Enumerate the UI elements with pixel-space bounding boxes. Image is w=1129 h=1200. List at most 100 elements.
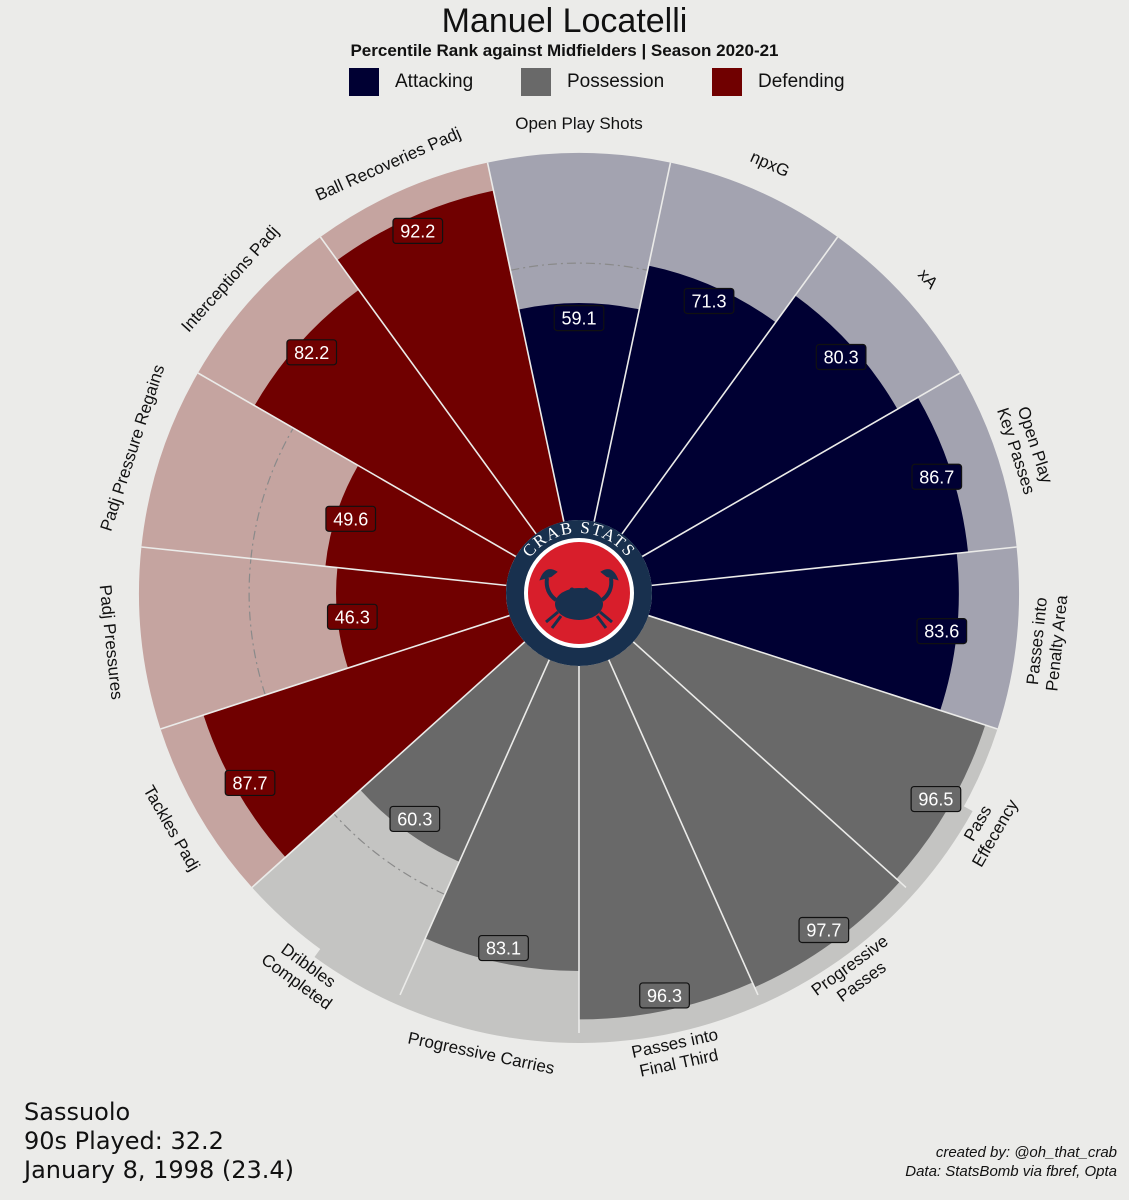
reference-ring-segment <box>250 427 294 559</box>
team-name: Sassuolo <box>24 1098 131 1126</box>
value-label-ball-recoveries-padj: 92.2 <box>392 217 444 244</box>
value-label-text: 49.6 <box>333 509 368 529</box>
category-label-line: xA <box>914 265 942 293</box>
credit-line: created by: @oh_that_crab <box>935 1144 1117 1161</box>
category-label-npxg: npxG <box>748 147 793 181</box>
divider-line <box>651 546 1017 587</box>
divider-line <box>632 641 907 889</box>
divider-line <box>607 659 759 996</box>
value-wedge-open-play-shots <box>518 303 640 522</box>
value-label-box <box>553 305 605 332</box>
value-label-box <box>389 805 441 833</box>
reference-ring-segment <box>333 813 446 895</box>
value-wedge-progressive-passes <box>608 641 900 988</box>
value-label-box <box>911 463 963 490</box>
category-label-line: Open Play Shots <box>515 114 643 133</box>
value-label-text: 92.2 <box>400 221 435 241</box>
value-label-text: 46.3 <box>335 607 370 627</box>
legend-swatch-possession <box>521 68 551 96</box>
value-label-box <box>639 982 690 1009</box>
nineties-played: 90s Played: 32.2 <box>24 1127 224 1155</box>
value-wedge-pass-effecency <box>633 615 986 879</box>
birth-date: January 8, 1998 (23.4) <box>24 1156 295 1184</box>
value-label-dribbles-completed: 60.3 <box>389 805 441 833</box>
value-label-passes-into-penalty-area: 83.6 <box>916 618 968 645</box>
crab-icon <box>539 569 619 629</box>
divider-line <box>141 546 507 587</box>
value-label-xa: 80.3 <box>815 343 867 371</box>
value-label-tackles-padj: 87.7 <box>224 769 276 797</box>
value-label-box <box>326 603 378 630</box>
value-label-padj-pressure-regains: 49.6 <box>325 505 377 532</box>
value-label-box <box>224 769 276 797</box>
value-label-passes-into-final-third: 96.3 <box>639 982 690 1009</box>
category-label-line: Padj Pressures <box>96 584 127 701</box>
value-wedge-open-play-key-passes <box>642 397 969 586</box>
value-label-box <box>916 618 968 645</box>
value-wedge-progressive-carries <box>425 659 579 971</box>
value-label-text: 87.7 <box>233 773 268 793</box>
value-label-padj-pressures: 46.3 <box>326 603 378 630</box>
divider-line <box>593 162 672 522</box>
value-wedge-npxg <box>594 265 776 534</box>
value-label-pass-effecency: 96.5 <box>910 785 962 813</box>
value-label-text: 83.1 <box>486 939 521 959</box>
value-wedge-ball-recoveries-padj <box>337 190 564 534</box>
value-label-text: 86.7 <box>919 467 954 487</box>
legend-swatch-defending <box>712 68 742 96</box>
category-label-passes-into-penalty-area: Passes intoPenalty Area <box>1022 592 1071 692</box>
value-label-text: 97.7 <box>806 921 841 941</box>
value-label-box <box>325 505 377 532</box>
value-label-npxg: 71.3 <box>683 287 735 315</box>
value-label-box <box>683 287 735 315</box>
value-wedge-passes-into-final-third <box>579 659 753 1020</box>
category-label-xa: xA <box>914 265 942 293</box>
chart-subtitle: Percentile Rank against Midfielders | Se… <box>350 41 779 60</box>
value-label-progressive-carries: 83.1 <box>478 934 529 962</box>
divider-line <box>160 614 510 730</box>
divider-line <box>641 372 961 558</box>
value-label-box <box>478 934 529 962</box>
divider-line <box>399 659 551 996</box>
value-label-text: 96.3 <box>647 986 682 1006</box>
player-info: Sassuolo 90s Played: 32.2 January 8, 199… <box>24 1098 294 1185</box>
value-label-box <box>910 785 962 813</box>
legend: Attacking Possession Defending <box>0 68 1129 98</box>
legend-swatch-attacking <box>349 68 379 96</box>
value-label-text: 82.2 <box>294 343 329 363</box>
value-wedge-passes-into-penalty-area <box>648 553 959 711</box>
value-label-text: 96.5 <box>918 790 953 810</box>
value-wedge-tackles-padj <box>203 615 525 858</box>
divider-line <box>319 236 537 535</box>
value-label-interceptions-padj: 82.2 <box>286 339 338 366</box>
value-label-open-play-shots: 59.1 <box>553 305 605 332</box>
divider-line <box>197 372 517 558</box>
reference-ring-segment <box>510 262 648 271</box>
legend-label-attacking: Attacking <box>395 71 474 92</box>
divider-line <box>486 162 565 522</box>
value-wedge-padj-pressure-regains <box>325 465 516 586</box>
value-label-open-play-key-passes: 86.7 <box>911 463 963 490</box>
category-label-line: npxG <box>748 147 793 181</box>
category-label-padj-pressures: Padj Pressures <box>96 584 127 701</box>
chart-title: Manuel Locatelli <box>441 2 688 40</box>
value-label-text: 59.1 <box>561 309 596 329</box>
value-label-text: 83.6 <box>924 622 959 642</box>
source-line: Data: StatsBomb via fbref, Opta <box>905 1163 1117 1180</box>
legend-label-defending: Defending <box>758 71 845 92</box>
value-label-text: 80.3 <box>824 347 859 367</box>
reference-ring-segment <box>248 558 266 696</box>
category-label-open-play-shots: Open Play Shots <box>515 114 643 133</box>
value-label-box <box>798 916 850 944</box>
divider-line <box>621 236 839 535</box>
value-label-box <box>392 217 444 244</box>
value-label-box <box>286 339 338 366</box>
value-label-progressive-passes: 97.7 <box>798 916 850 944</box>
credits: created by: @oh_that_crab Data: StatsBom… <box>905 1143 1117 1181</box>
divider-line <box>251 641 526 889</box>
divider-line <box>648 614 998 730</box>
value-label-box <box>815 343 867 371</box>
value-label-text: 71.3 <box>691 291 726 311</box>
crab-stats-logo: CRAB STATS <box>506 518 652 666</box>
